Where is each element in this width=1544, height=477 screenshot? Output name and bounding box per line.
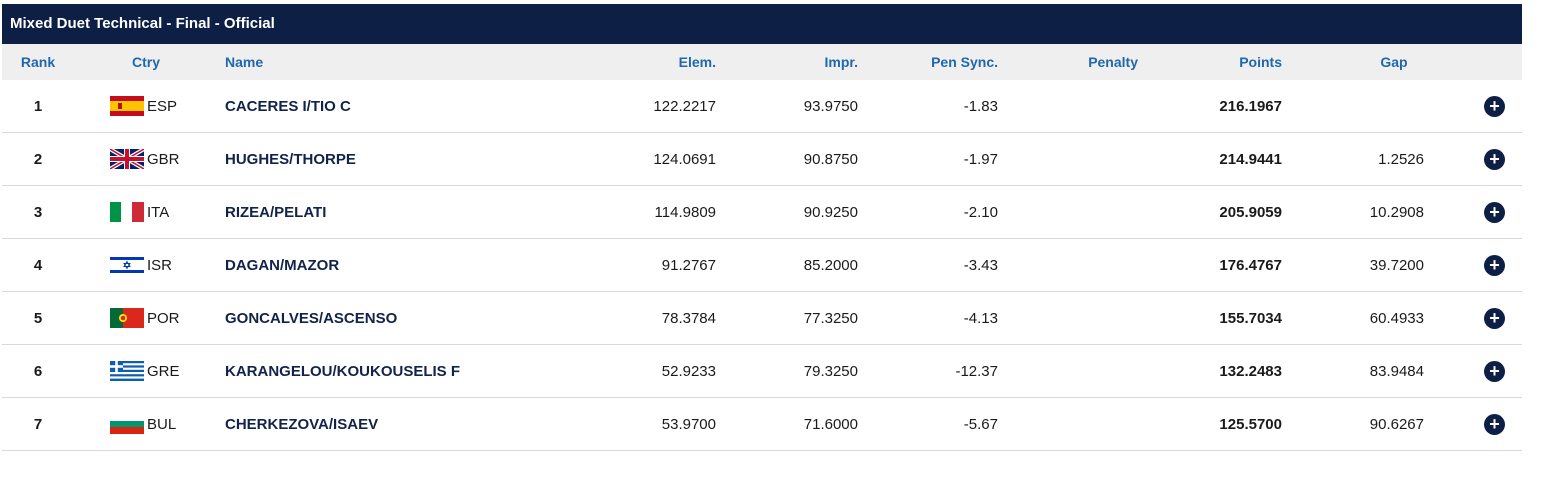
header-impr: Impr.: [824, 54, 858, 70]
points-score: 176.4767: [1219, 256, 1282, 274]
flag-uk-icon: [110, 149, 144, 169]
impr-score: 77.3250: [803, 309, 858, 327]
country-code: BUL: [147, 415, 177, 433]
rank-cell: 4: [33, 256, 43, 274]
header-pen-sync: Pen Sync.: [931, 54, 998, 70]
flag-israel-icon: [110, 255, 144, 275]
country-code: ITA: [147, 203, 170, 221]
header-points: Points: [1239, 54, 1282, 70]
flag-italy-icon: [110, 202, 144, 222]
table-header: Rank Ctry Name Elem. Impr. Pen Sync. Pen…: [2, 44, 1522, 80]
table-row[interactable]: 3 ITA RIZEA/PELATI 114.9809 90.9250 -2.1…: [2, 186, 1522, 239]
elem-score: 52.9233: [661, 362, 716, 380]
table-row[interactable]: 7 BUL CHERKEZOVA/ISAEV 53.9700 71.6000 -…: [2, 398, 1522, 451]
country-cell: ITA: [110, 186, 169, 238]
header-ctry: Ctry: [131, 54, 160, 70]
header-penalty: Penalty: [1088, 54, 1138, 70]
flag-portugal-icon: [110, 308, 144, 328]
flag-greece-icon: [110, 361, 144, 381]
rank-cell: 7: [33, 415, 43, 433]
athlete-name[interactable]: CHERKEZOVA/ISAEV: [225, 415, 379, 433]
athlete-name[interactable]: KARANGELOU/KOUKOUSELIS F: [225, 362, 461, 380]
country-cell: BUL: [110, 398, 176, 450]
impr-score: 93.9750: [803, 97, 858, 115]
gap-score: 60.4933: [1369, 309, 1424, 327]
points-score: 216.1967: [1219, 97, 1282, 115]
rank-cell: 5: [33, 309, 43, 327]
country-code: ISR: [147, 256, 173, 274]
rank-cell: 6: [33, 362, 43, 380]
pen-sync-score: -5.67: [963, 415, 998, 433]
athlete-name[interactable]: HUGHES/THORPE: [225, 150, 356, 168]
pen-sync-score: -2.10: [963, 203, 998, 221]
impr-score: 79.3250: [803, 362, 858, 380]
header-name: Name: [225, 54, 264, 70]
rank-cell: 1: [33, 97, 43, 115]
impr-score: 85.2000: [803, 256, 858, 274]
header-rank: Rank: [20, 54, 56, 70]
country-code: ESP: [147, 97, 178, 115]
pen-sync-score: -1.83: [963, 97, 998, 115]
athlete-name[interactable]: RIZEA/PELATI: [225, 203, 327, 221]
plus-circle-icon[interactable]: +: [1484, 80, 1506, 132]
elem-score: 124.0691: [653, 150, 716, 168]
pen-sync-score: -3.43: [963, 256, 998, 274]
country-code: GBR: [147, 150, 180, 168]
elem-score: 122.2217: [653, 97, 716, 115]
results-table: Mixed Duet Technical - Final - Official …: [2, 4, 1522, 451]
impr-score: 90.8750: [803, 150, 858, 168]
athlete-name[interactable]: CACERES I/TIO C: [225, 97, 351, 115]
gap-score: 1.2526: [1378, 150, 1424, 168]
flag-bulgaria-icon: [110, 414, 144, 434]
impr-score: 71.6000: [803, 415, 858, 433]
elem-score: 114.9809: [654, 203, 716, 221]
plus-circle-icon[interactable]: +: [1484, 292, 1506, 344]
points-score: 155.7034: [1219, 309, 1282, 327]
pen-sync-score: -4.13: [963, 309, 998, 327]
gap-score: 10.2908: [1369, 203, 1424, 221]
header-gap: Gap: [1380, 54, 1408, 70]
pen-sync-score: -1.97: [963, 150, 998, 168]
table-row[interactable]: 1 ESP CACERES I/TIO C 122.2217 93.9750 -…: [2, 80, 1522, 133]
country-cell: ESP: [110, 80, 177, 132]
rank-cell: 3: [33, 203, 43, 221]
points-score: 205.9059: [1219, 203, 1282, 221]
table-row[interactable]: 5 POR GONCALVES/ASCENSO 78.3784 77.3250 …: [2, 292, 1522, 345]
points-score: 125.5700: [1219, 415, 1282, 433]
country-code: POR: [147, 309, 180, 327]
athlete-name[interactable]: DAGAN/MAZOR: [225, 256, 340, 274]
country-cell: GRE: [110, 345, 180, 397]
header-elem: Elem.: [678, 54, 716, 70]
impr-score: 90.9250: [803, 203, 858, 221]
country-cell: POR: [110, 292, 180, 344]
elem-score: 53.9700: [661, 415, 716, 433]
points-score: 214.9441: [1219, 150, 1282, 168]
gap-score: 83.9484: [1369, 362, 1424, 380]
country-cell: ISR: [110, 239, 172, 291]
flag-spain-icon: [110, 96, 144, 116]
plus-circle-icon[interactable]: +: [1484, 186, 1506, 238]
rank-cell: 2: [33, 150, 43, 168]
plus-circle-icon[interactable]: +: [1484, 239, 1506, 291]
plus-circle-icon[interactable]: +: [1484, 133, 1506, 185]
gap-score: 90.6267: [1369, 415, 1424, 433]
table-body: 1 ESP CACERES I/TIO C 122.2217 93.9750 -…: [2, 80, 1522, 451]
points-score: 132.2483: [1219, 362, 1282, 380]
country-cell: GBR: [110, 133, 180, 185]
table-title: Mixed Duet Technical - Final - Official: [2, 4, 1522, 44]
athlete-name[interactable]: GONCALVES/ASCENSO: [225, 309, 398, 327]
country-code: GRE: [147, 362, 180, 380]
table-row[interactable]: 4 ISR DAGAN/MAZOR 91.2767 85.2000 -3.43 …: [2, 239, 1522, 292]
plus-circle-icon[interactable]: +: [1484, 345, 1506, 397]
plus-circle-icon[interactable]: +: [1484, 398, 1506, 450]
table-row[interactable]: 6 GRE KARANGELOU/KOUKOUSELIS F 52.9233 7…: [2, 345, 1522, 398]
gap-score: 39.7200: [1369, 256, 1424, 274]
elem-score: 91.2767: [661, 256, 716, 274]
table-row[interactable]: 2 GBR HUGHES/THORPE 124.0691 90.8750 -1.…: [2, 133, 1522, 186]
pen-sync-score: -12.37: [955, 362, 998, 380]
elem-score: 78.3784: [661, 309, 716, 327]
